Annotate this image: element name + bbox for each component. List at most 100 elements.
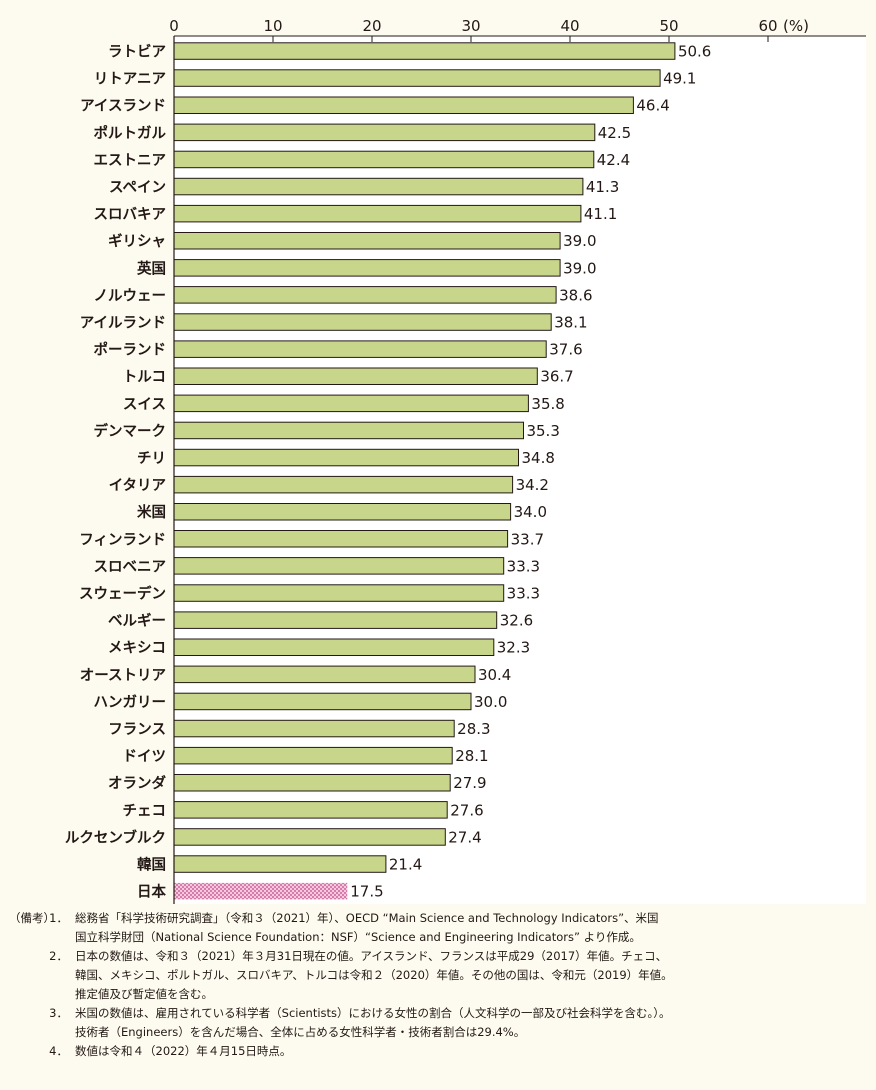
bar bbox=[173, 123, 596, 142]
category-label: エストニア bbox=[94, 153, 167, 169]
bar bbox=[173, 746, 453, 765]
category-label: ルクセンブルク bbox=[65, 828, 166, 846]
bar bbox=[173, 692, 472, 711]
bar bbox=[173, 611, 498, 629]
category-label: メキシコ bbox=[108, 641, 166, 657]
category-label: デンマーク bbox=[94, 422, 167, 440]
bar bbox=[173, 828, 446, 846]
value-label: 27.6 bbox=[450, 801, 483, 819]
bar bbox=[173, 774, 451, 792]
value-label: 39.0 bbox=[563, 259, 596, 277]
category-label: ギリシャ bbox=[108, 233, 166, 250]
bar bbox=[173, 638, 495, 656]
value-label: 42.4 bbox=[597, 151, 630, 169]
category-label: ノルウェー bbox=[94, 287, 167, 304]
bar bbox=[173, 475, 514, 494]
x-tick-label: 40 bbox=[560, 17, 579, 35]
bar bbox=[173, 42, 676, 60]
bar bbox=[173, 69, 661, 87]
category-label: リトアニア bbox=[94, 72, 166, 88]
category-label: アイスランド bbox=[80, 99, 166, 115]
x-tick-label: 50 bbox=[659, 17, 678, 35]
value-label: 33.3 bbox=[507, 585, 540, 603]
bar bbox=[173, 557, 505, 575]
x-tick-label: 10 bbox=[263, 17, 282, 35]
bar bbox=[173, 530, 509, 548]
category-label: ドイツ bbox=[123, 749, 167, 765]
bar bbox=[173, 503, 512, 521]
note-line: 2． 日本の数値は、令和３（2021）年３月31日現在の値。アイスランド、フランス… bbox=[0, 947, 876, 966]
value-label: 33.7 bbox=[511, 530, 544, 548]
note-text: 米国の数値は、雇用されている科学者（Scientists）における女性の割合（人… bbox=[75, 1006, 671, 1020]
category-label: 英国 bbox=[137, 259, 166, 277]
value-label: 30.0 bbox=[474, 693, 507, 711]
category-label: 韓国 bbox=[137, 856, 166, 874]
bar bbox=[173, 96, 634, 114]
value-label: 38.6 bbox=[559, 286, 592, 304]
value-label: 41.1 bbox=[584, 205, 617, 223]
category-label: トルコ bbox=[123, 370, 166, 386]
value-label: 30.4 bbox=[478, 666, 511, 684]
category-label: アイルランド bbox=[80, 316, 166, 332]
chart-area: ラトビア 50.6 リトアニア 49.1 アイスランド 46.4 ポルトガル 42.5 エストニ… bbox=[65, 17, 866, 904]
note-text: 韓国、メキシコ、ポルトガル、スロバキア、トルコは令和２（2020）年値。その他の… bbox=[75, 968, 673, 982]
category-label: オランダ bbox=[108, 774, 166, 792]
unit-label: (%) bbox=[783, 17, 809, 35]
notes-section: （備考） 1． 総務省「科学技術研究調査」（令和３（2021）年）、OECD “Ma… bbox=[0, 909, 876, 1061]
value-label: 27.9 bbox=[453, 774, 486, 792]
note-text: 総務省「科学技術研究調査」（令和３（2021）年）、OECD “Main Sci… bbox=[75, 911, 659, 925]
note-line: （備考） 1． 総務省「科学技術研究調査」（令和３（2021）年）、OECD “Ma… bbox=[0, 909, 876, 928]
category-label: スウェーデン bbox=[79, 585, 166, 603]
value-label: 35.8 bbox=[531, 395, 564, 413]
value-label: 49.1 bbox=[663, 70, 696, 88]
bar bbox=[173, 367, 538, 385]
category-label: ハンガリー bbox=[94, 694, 167, 711]
value-label: 34.8 bbox=[522, 449, 555, 467]
bar bbox=[173, 340, 547, 358]
value-label: 37.6 bbox=[549, 341, 582, 359]
category-label: スロバキア bbox=[94, 206, 167, 223]
category-label: スイス bbox=[123, 397, 166, 413]
x-tick-label: 30 bbox=[461, 17, 480, 35]
x-tick-label: 20 bbox=[362, 17, 381, 35]
note-line: 韓国、メキシコ、ポルトガル、スロバキア、トルコは令和２（2020）年値。その他の… bbox=[0, 966, 876, 985]
bar bbox=[173, 719, 455, 738]
value-label: 42.5 bbox=[598, 124, 631, 142]
bar bbox=[173, 313, 552, 331]
x-tick-label: 0 bbox=[169, 17, 179, 35]
note-text: 国立科学財団（National Science Foundation：NSF）“… bbox=[75, 930, 641, 944]
category-label: スペイン bbox=[109, 180, 166, 196]
value-label: 32.6 bbox=[500, 612, 533, 630]
value-label: 35.3 bbox=[526, 422, 559, 440]
value-label: 50.6 bbox=[678, 43, 711, 61]
bar bbox=[173, 448, 519, 467]
x-tick-label: 60 bbox=[758, 17, 777, 35]
bar bbox=[173, 421, 524, 440]
category-label: チェコ bbox=[123, 802, 167, 819]
note-number: 3． bbox=[49, 1006, 68, 1020]
bar bbox=[173, 177, 584, 196]
note-text: 技術者（Engineers）を含んだ場合、全体に占める女性科学者・技術者割合は2… bbox=[75, 1025, 526, 1039]
value-label: 39.0 bbox=[563, 232, 596, 250]
bar-chart: ラトビア 50.6 リトアニア 49.1 アイスランド 46.4 ポルトガル 42.5 エストニ… bbox=[65, 17, 866, 904]
value-label: 28.3 bbox=[457, 720, 490, 738]
bar bbox=[173, 855, 387, 873]
note-line: 技術者（Engineers）を含んだ場合、全体に占める女性科学者・技術者割合は2… bbox=[0, 1023, 876, 1042]
bar-highlight bbox=[174, 882, 348, 900]
bar bbox=[173, 584, 505, 602]
bar bbox=[173, 286, 557, 304]
value-label: 32.3 bbox=[497, 639, 530, 657]
note-text: 日本の数値は、令和３（2021）年３月31日現在の値。アイスランド、フランスは平… bbox=[75, 949, 668, 963]
category-label: イタリア bbox=[109, 477, 166, 494]
category-label: オーストリア bbox=[80, 667, 166, 684]
value-label: 36.7 bbox=[540, 368, 573, 386]
category-label: フィンランド bbox=[79, 532, 166, 548]
bar bbox=[173, 259, 561, 277]
category-label: ポーランド bbox=[94, 341, 167, 359]
value-label: 34.0 bbox=[514, 503, 547, 521]
bar bbox=[173, 394, 529, 413]
value-label: 41.3 bbox=[586, 178, 619, 196]
note-line: 推定値及び暫定値を含む。 bbox=[0, 985, 876, 1004]
category-label: スロベニア bbox=[94, 559, 167, 575]
bar bbox=[173, 665, 476, 684]
